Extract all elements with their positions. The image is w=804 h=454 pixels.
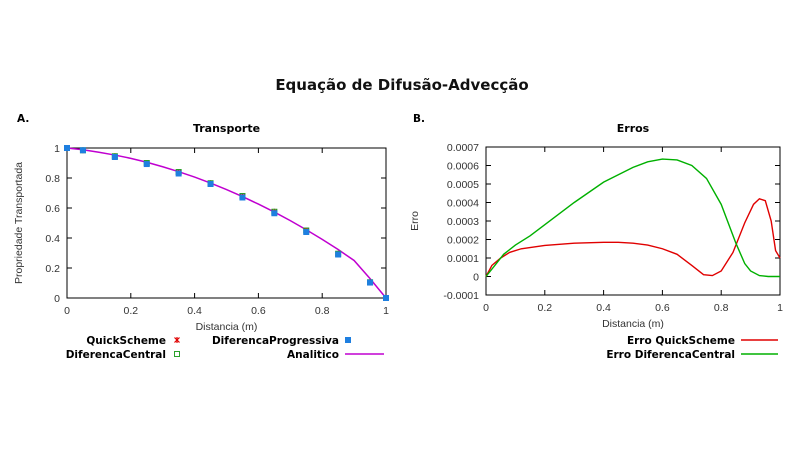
x-tick-label: 0.6 <box>655 302 670 314</box>
legend-label-erro-diferencacentral: Erro DiferencaCentral <box>606 349 735 361</box>
point-diferencaprogressiva <box>207 181 214 187</box>
point-diferencaprogressiva <box>111 154 118 160</box>
panel-label: B. <box>413 113 425 125</box>
x-tick-label: 0.4 <box>596 302 611 314</box>
point-diferencaprogressiva <box>335 251 342 258</box>
legend-label-quickscheme: QuickScheme <box>86 335 166 347</box>
plot-frame <box>66 147 387 299</box>
y-tick-label: 1 <box>54 143 60 155</box>
x-tick-label: 0.2 <box>537 302 552 314</box>
panel-title: Erros <box>617 122 650 135</box>
y-axis-label: Erro <box>409 211 421 231</box>
y-tick-label: 0.0007 <box>447 142 479 154</box>
point-diferencaprogressiva <box>175 170 182 177</box>
point-diferencaprogressiva <box>367 279 374 286</box>
x-axis-label: Distancia (m) <box>602 318 664 330</box>
panel-erros: B. Erros 0 0.2 0.4 0.6 0.8 1 -0.0001 0 0.0001 0.000… <box>409 113 783 330</box>
y-tick-label: 0 <box>473 272 479 284</box>
x-tick-label: 0 <box>64 305 70 317</box>
x-tick-label: 0.4 <box>187 305 202 317</box>
x-axis-label: Distancia (m) <box>196 321 258 333</box>
y-tick-label: -0.0001 <box>443 290 479 302</box>
x-tick-label: 0.2 <box>123 305 138 317</box>
y-tick-label: 0.0006 <box>447 161 479 173</box>
y-tick-label: 0.6 <box>45 203 60 215</box>
y-tick-label: 0.0001 <box>447 253 479 265</box>
plot-frame <box>485 146 781 296</box>
y-tick-label: 0.0004 <box>447 198 479 210</box>
y-tick-label: 0.2 <box>45 263 60 275</box>
panel-label: A. <box>17 113 29 125</box>
legend-transporte: QuickScheme DiferencaCentral DiferencaProg… <box>66 335 384 361</box>
series-analitico-line <box>66 147 387 299</box>
point-diferencaprogressiva <box>143 161 150 168</box>
x-tick-label: 0 <box>483 302 489 314</box>
x-tick-label: 1 <box>383 305 389 317</box>
legend-marker-diferencacentral <box>174 351 180 357</box>
point-diferencaprogressiva <box>79 147 86 154</box>
legend-label-erro-quickscheme: Erro QuickScheme <box>627 335 735 347</box>
y-tick-label: 0.8 <box>45 173 60 185</box>
y-tick-label: 0.0002 <box>447 235 479 247</box>
x-tick-label: 1 <box>777 302 783 314</box>
legend-label-analitico: Analitico <box>287 349 339 361</box>
point-diferencaprogressiva <box>303 229 310 235</box>
x-tick-label: 0.6 <box>251 305 266 317</box>
x-tick-label: 0.8 <box>714 302 729 314</box>
y-axis-label: Propriedade Transportada <box>13 162 25 284</box>
point-diferencaprogressiva <box>383 295 389 301</box>
legend-erros: Erro QuickScheme Erro DiferencaCentral <box>606 335 778 361</box>
point-diferencaprogressiva <box>64 145 70 151</box>
x-tick-label: 0.8 <box>315 305 330 317</box>
legend-marker-diferencaprogressiva <box>345 337 351 343</box>
series-erro-quickscheme-line <box>485 198 781 277</box>
legend-label-diferencaprogressiva: DiferencaProgressiva <box>212 335 339 347</box>
figure-title: Equação de Difusão-Advecção <box>275 76 529 94</box>
y-tick-label: 0.0003 <box>447 216 479 228</box>
point-diferencaprogressiva <box>271 210 278 217</box>
legend-label-diferencacentral: DiferencaCentral <box>66 349 166 361</box>
y-tick-label: 0 <box>54 293 60 305</box>
point-diferencaprogressiva <box>239 194 246 201</box>
series-erro-diferencacentral-line <box>485 158 780 278</box>
y-tick-label: 0.4 <box>45 233 60 245</box>
y-tick-label: 0.0005 <box>447 179 479 191</box>
panel-transporte: A. Transporte 0 0.2 0.4 0.6 0.8 1 0 0.2 0.4 0.6 0.8 1… <box>13 113 389 333</box>
panel-title: Transporte <box>193 122 260 135</box>
